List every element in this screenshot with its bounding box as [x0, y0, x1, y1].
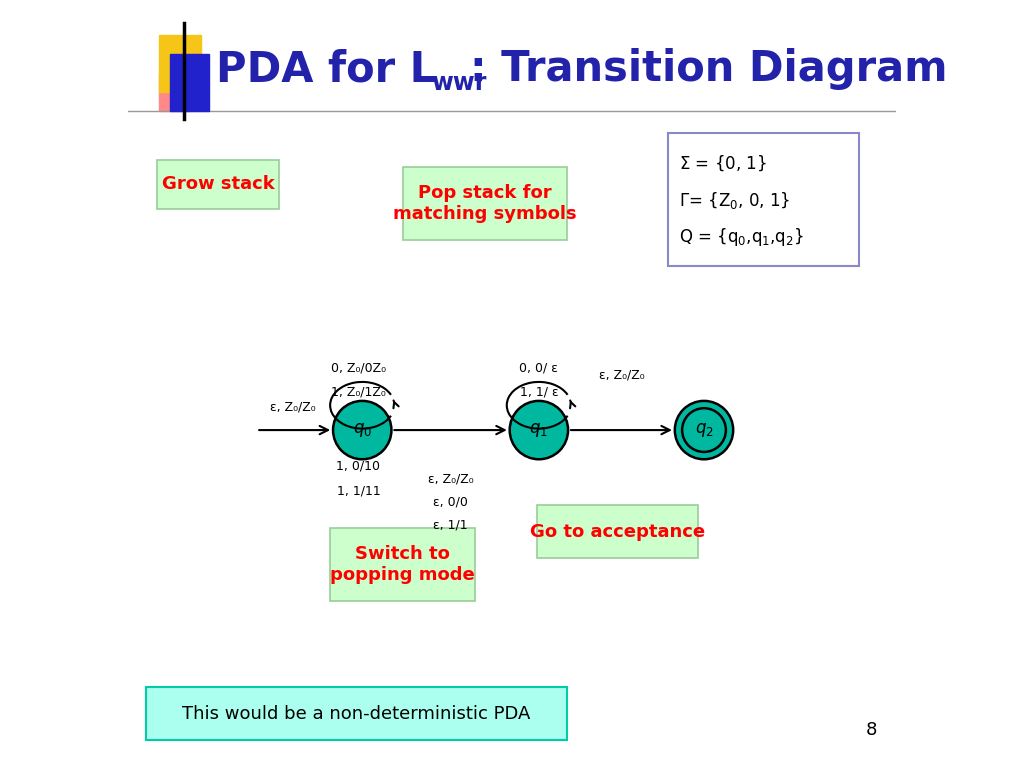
Text: 1, Z₀/1Z₀: 1, Z₀/1Z₀	[331, 386, 386, 399]
Text: 8: 8	[865, 720, 877, 739]
Text: Q = {q$_0$,q$_1$,q$_2$}: Q = {q$_0$,q$_1$,q$_2$}	[679, 227, 804, 248]
Bar	[170, 54, 209, 111]
Text: 0, 0/ ε: 0, 0/ ε	[519, 361, 558, 374]
Circle shape	[333, 401, 391, 459]
Text: $q_2$: $q_2$	[694, 421, 714, 439]
Text: 0, Z₀/0Z₀: 0, Z₀/0Z₀	[331, 361, 386, 374]
Circle shape	[675, 401, 733, 459]
Text: 1, 1/11: 1, 1/11	[337, 484, 380, 497]
FancyBboxPatch shape	[145, 687, 567, 740]
Text: wwr: wwr	[431, 71, 486, 95]
Text: ε, 0/0: ε, 0/0	[433, 495, 468, 508]
Text: Go to acceptance: Go to acceptance	[530, 523, 706, 541]
Text: $q_1$: $q_1$	[529, 421, 548, 439]
FancyBboxPatch shape	[158, 160, 280, 209]
FancyBboxPatch shape	[538, 505, 698, 558]
Text: 1, 1/ ε: 1, 1/ ε	[519, 386, 558, 399]
Text: ε, Z₀/Z₀: ε, Z₀/Z₀	[270, 400, 316, 413]
Text: : Transition Diagram: : Transition Diagram	[470, 48, 947, 90]
FancyBboxPatch shape	[402, 167, 567, 240]
Text: $\Gamma$= {Z$_0$, 0, 1}: $\Gamma$= {Z$_0$, 0, 1}	[679, 190, 790, 211]
Bar	[159, 73, 189, 111]
Text: $\Sigma$ = {0, 1}: $\Sigma$ = {0, 1}	[679, 154, 766, 174]
Text: 1, 0/10: 1, 0/10	[337, 459, 380, 472]
Text: ε, Z₀/Z₀: ε, Z₀/Z₀	[428, 472, 473, 485]
Text: ε, 1/1: ε, 1/1	[433, 518, 468, 531]
Circle shape	[510, 401, 568, 459]
FancyBboxPatch shape	[330, 528, 475, 601]
FancyBboxPatch shape	[668, 133, 859, 266]
Text: Grow stack: Grow stack	[162, 175, 274, 194]
Bar	[159, 35, 201, 92]
Text: PDA for L: PDA for L	[216, 48, 436, 90]
Text: ε, Z₀/Z₀: ε, Z₀/Z₀	[599, 369, 644, 382]
Text: This would be a non-deterministic PDA: This would be a non-deterministic PDA	[182, 705, 530, 723]
Text: 0, 0/00: 0, 0/00	[336, 410, 381, 423]
Text: Pop stack for
matching symbols: Pop stack for matching symbols	[393, 184, 577, 223]
Text: $q_0$: $q_0$	[352, 421, 372, 439]
Text: Switch to
popping mode: Switch to popping mode	[330, 545, 475, 584]
Text: 0, 1/01: 0, 1/01	[337, 435, 380, 448]
